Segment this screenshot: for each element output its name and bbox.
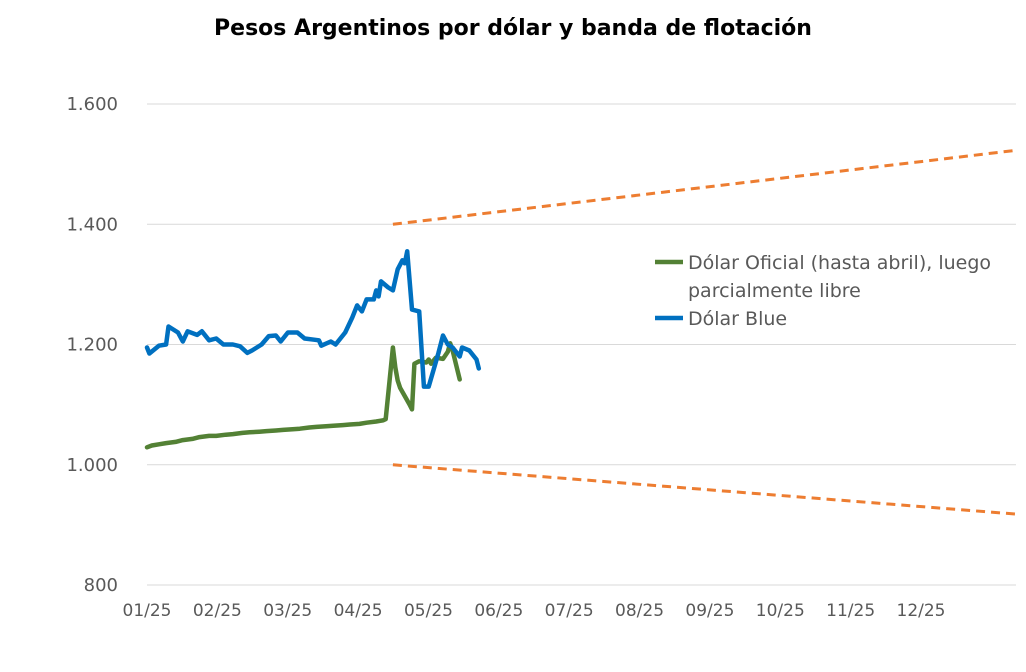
x-tick-label: 03/25 <box>263 601 312 621</box>
x-tick-label: 10/25 <box>756 601 805 621</box>
series-line-oficial <box>144 341 462 450</box>
x-tick-label: 12/25 <box>897 601 946 621</box>
y-tick-label: 1.000 <box>66 455 118 476</box>
x-tick-label: 01/25 <box>123 601 172 621</box>
x-axis-tick-labels: 01/25 02/25 03/25 04/25 05/25 06/25 07/25 08/25… <box>123 601 946 621</box>
legend-label-oficial: Dólar Oficial (hasta abril), luego <box>688 252 991 274</box>
x-tick-label: 08/25 <box>615 601 664 621</box>
x-tick-label: 11/25 <box>826 601 875 621</box>
series-line-banda-superior <box>392 148 1017 226</box>
legend-label-oficial-line2: parcialmente libre <box>688 280 861 302</box>
x-tick-label: 04/25 <box>334 601 383 621</box>
chart-title: Pesos Argentinos por dólar y banda de fl… <box>214 16 812 41</box>
y-tick-label: 1.600 <box>66 94 118 115</box>
legend: Dólar Oficial (hasta abril), luego parcia… <box>655 252 991 330</box>
series-lines <box>144 148 1017 516</box>
series-line-banda-inferior <box>392 463 1017 516</box>
y-axis-tick-labels: 800 1.000 1.200 1.400 1.600 <box>66 94 118 596</box>
series-line-blue <box>144 249 482 389</box>
x-tick-label: 02/25 <box>193 601 242 621</box>
y-tick-label: 800 <box>84 575 118 596</box>
x-tick-label: 05/25 <box>404 601 453 621</box>
y-tick-label: 1.400 <box>66 214 118 235</box>
x-tick-label: 07/25 <box>545 601 594 621</box>
y-tick-label: 1.200 <box>66 335 118 356</box>
gridlines <box>147 103 1016 586</box>
x-tick-label: 06/25 <box>474 601 523 621</box>
x-tick-label: 09/25 <box>685 601 734 621</box>
legend-label-blue: Dólar Blue <box>688 308 787 330</box>
